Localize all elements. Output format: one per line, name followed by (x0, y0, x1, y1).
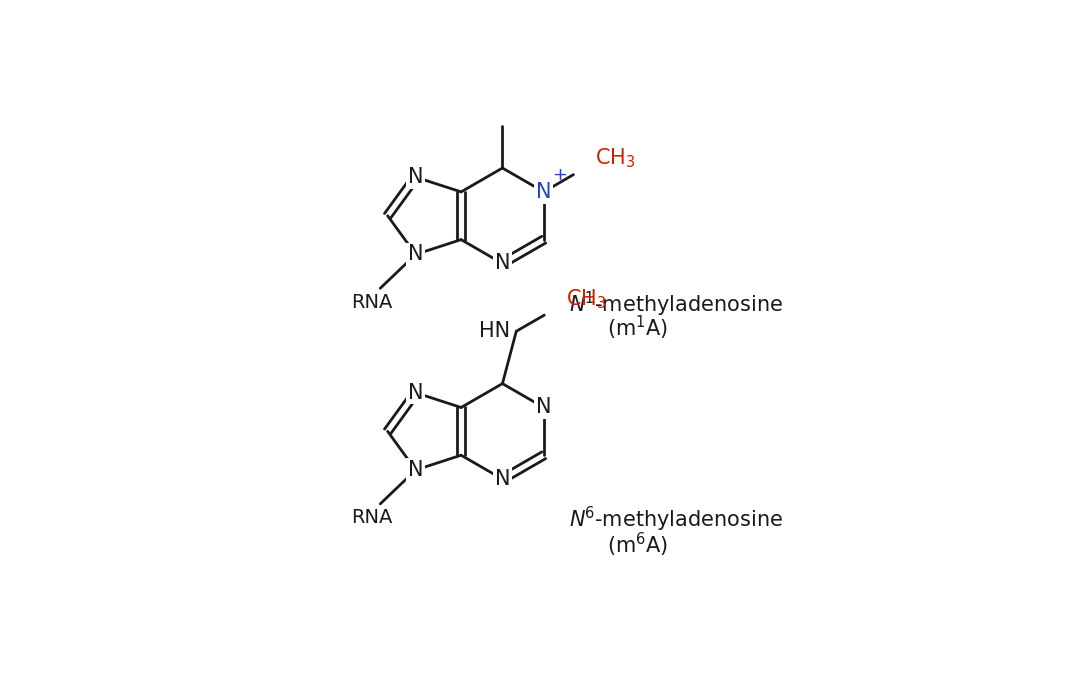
Text: N: N (408, 460, 423, 480)
Text: N: N (408, 383, 423, 403)
Text: +: + (552, 166, 567, 184)
Text: $\it{N}$$^6$-methyladenosine: $\it{N}$$^6$-methyladenosine (569, 506, 783, 535)
Text: RNA: RNA (351, 508, 392, 527)
Text: N: N (536, 182, 552, 202)
Text: $\it{N}$$^1$-methyladenosine: $\it{N}$$^1$-methyladenosine (569, 290, 783, 319)
Text: N: N (536, 398, 552, 417)
Text: CH$_3$: CH$_3$ (566, 287, 606, 310)
Text: N: N (495, 254, 510, 273)
Text: N: N (495, 469, 510, 489)
Text: RNA: RNA (351, 292, 392, 312)
Text: (m$^6$A): (m$^6$A) (607, 531, 669, 560)
Text: HN: HN (480, 321, 510, 342)
Text: (m$^1$A): (m$^1$A) (607, 313, 669, 342)
Text: N: N (408, 244, 423, 265)
Text: N: N (408, 167, 423, 187)
Text: CH$_3$: CH$_3$ (595, 146, 636, 170)
